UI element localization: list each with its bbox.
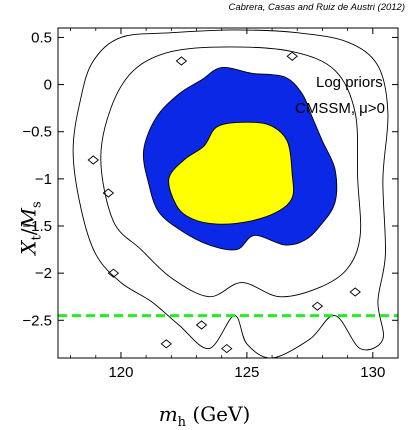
- contour-outer: [72, 29, 389, 358]
- contour-yellow: [168, 121, 294, 225]
- contour-island: [160, 339, 173, 349]
- x-axis-label-unit: (GeV): [192, 402, 251, 426]
- x-tick-label: 120: [108, 364, 133, 381]
- y-axis-label-den-sub: s: [29, 201, 45, 208]
- contour-island: [87, 155, 99, 165]
- contour-island: [102, 188, 115, 198]
- x-axis-label-var: m: [158, 402, 178, 426]
- credit-text: Cabrera, Casas and Ruiz de Austri (2012): [228, 2, 405, 13]
- plot-frame: [57, 27, 399, 359]
- contour-island: [349, 287, 361, 297]
- y-axis-label-sub: t: [29, 235, 45, 241]
- y-tick-label: −2.5: [22, 312, 52, 329]
- y-axis-label-var: X: [16, 240, 41, 255]
- y-axis-label-den: M: [16, 207, 41, 229]
- y-tick-label: 0.5: [31, 29, 52, 46]
- y-tick-label: 0: [44, 77, 52, 94]
- annotation-log-priors: Log priors: [316, 74, 383, 91]
- y-tick-label: −2: [35, 265, 52, 282]
- contour-island: [221, 343, 233, 354]
- contour-island: [195, 320, 208, 330]
- contour-island: [286, 51, 298, 61]
- annotation-cmssm: CMSSM, μ>0: [295, 100, 385, 117]
- y-tick-label: −0.5: [22, 124, 52, 141]
- y-tick-label: −1.5: [22, 218, 52, 235]
- x-axis-label-sub: h: [177, 415, 187, 430]
- y-axis-label: Xt/Ms: [16, 201, 45, 255]
- contour-island: [107, 268, 120, 278]
- contour-middle: [100, 46, 362, 298]
- x-tick-label: 130: [360, 364, 385, 381]
- y-tick-label: −1: [35, 171, 52, 188]
- contour-island: [311, 301, 324, 311]
- x-tick-label: 125: [234, 364, 259, 381]
- contour-island: [175, 56, 188, 66]
- plot-area: [58, 29, 398, 358]
- x-axis-label: mh (GeV): [0, 402, 409, 430]
